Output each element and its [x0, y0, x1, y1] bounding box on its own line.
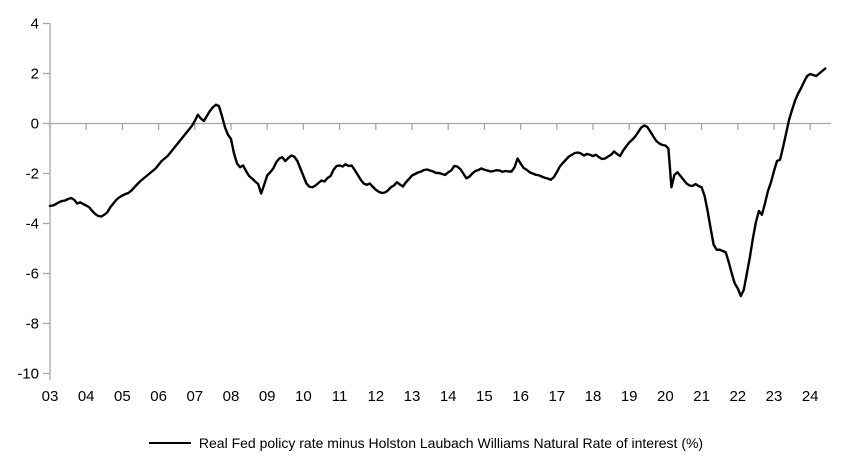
- x-tick-label: 10: [295, 388, 312, 405]
- x-tick-label: 14: [440, 388, 457, 405]
- x-tick-label: 20: [657, 388, 674, 405]
- x-tick-label: 21: [693, 388, 710, 405]
- x-tick-label: 22: [729, 388, 746, 405]
- x-tick-label: 24: [802, 388, 819, 405]
- y-tick-label: -2: [26, 166, 39, 183]
- y-tick-label: -10: [17, 366, 39, 383]
- x-tick-label: 07: [186, 388, 203, 405]
- y-tick-label: -6: [26, 266, 39, 283]
- x-tick-label: 19: [621, 388, 638, 405]
- legend-line-swatch: [148, 442, 191, 444]
- x-tick-label: 06: [150, 388, 167, 405]
- x-tick-label: 12: [367, 388, 384, 405]
- y-tick-label: 0: [31, 116, 39, 133]
- y-tick-label: -4: [26, 216, 39, 233]
- legend-series-label: Real Fed policy rate minus Holston Lauba…: [198, 435, 704, 451]
- y-tick-label: -8: [26, 316, 39, 333]
- x-tick-label: 09: [259, 388, 276, 405]
- x-tick-label: 16: [512, 388, 529, 405]
- x-tick-label: 03: [42, 388, 59, 405]
- y-tick-label: 2: [31, 66, 39, 83]
- y-tick-label: 4: [31, 16, 39, 33]
- legend: Real Fed policy rate minus Holston Lauba…: [0, 435, 852, 451]
- x-tick-label: 17: [548, 388, 565, 405]
- x-tick-label: 18: [585, 388, 602, 405]
- x-tick-label: 13: [404, 388, 421, 405]
- x-tick-label: 05: [114, 388, 131, 405]
- x-tick-label: 08: [223, 388, 240, 405]
- x-tick-label: 11: [332, 388, 348, 405]
- x-tick-label: 23: [766, 388, 783, 405]
- x-tick-label: 15: [476, 388, 493, 405]
- x-tick-label: 04: [78, 388, 95, 405]
- series-line: [48, 67, 827, 298]
